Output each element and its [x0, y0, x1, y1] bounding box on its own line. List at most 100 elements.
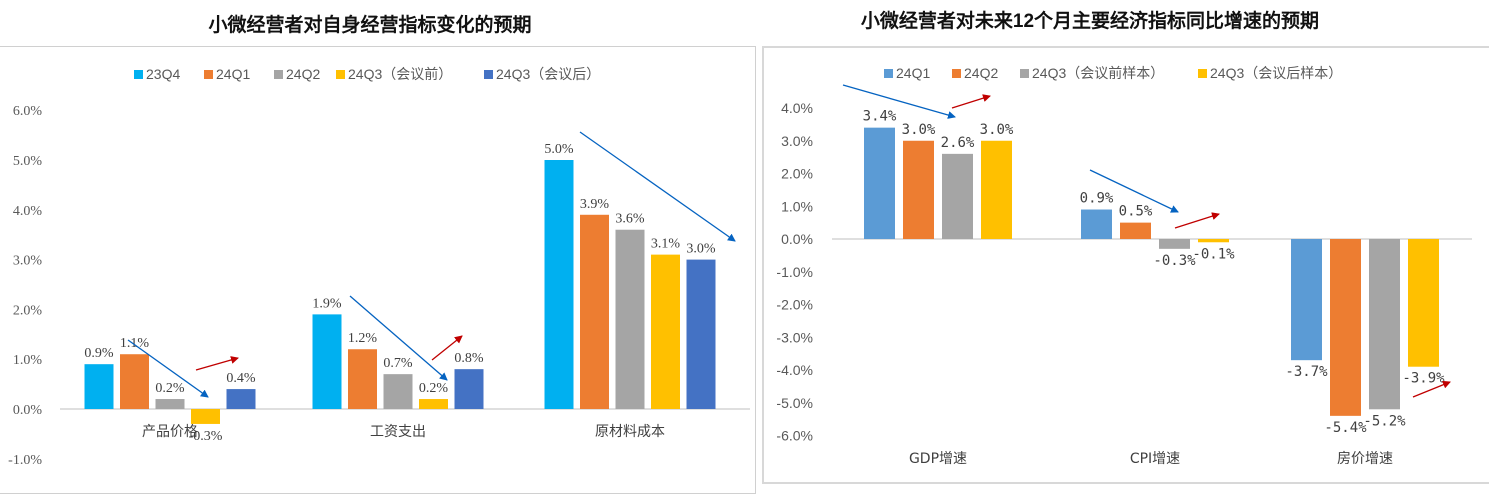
left-chart-title: 小微经营者对自身经营指标变化的预期: [208, 15, 532, 36]
legend-label[interactable]: 24Q1: [896, 65, 930, 81]
bar[interactable]: [348, 349, 377, 409]
x-category-label: 工资支出: [370, 424, 426, 440]
y-tick-label: -5.0%: [776, 395, 813, 411]
bar[interactable]: [1291, 239, 1322, 361]
bar[interactable]: [226, 389, 256, 409]
x-category-label: GDP增速: [909, 451, 967, 467]
y-tick-label: -3.0%: [776, 329, 813, 345]
data-label: 3.1%: [651, 237, 681, 252]
legend-swatch: [884, 69, 893, 78]
bar[interactable]: [864, 127, 895, 239]
y-tick-label: -4.0%: [776, 362, 813, 378]
legend-swatch: [134, 70, 143, 79]
legend-label[interactable]: 24Q3（会议后）: [496, 66, 600, 82]
bar[interactable]: [120, 354, 149, 409]
y-tick-label: -1.0%: [776, 264, 813, 280]
data-label: -3.7%: [1285, 364, 1328, 380]
data-label: -5.2%: [1363, 413, 1406, 429]
bar[interactable]: [1159, 239, 1190, 249]
bar[interactable]: [1198, 239, 1229, 243]
legend-swatch: [1198, 69, 1207, 78]
y-tick-label: 2.0%: [13, 303, 43, 318]
data-label: 1.2%: [348, 331, 378, 346]
y-tick-label: 4.0%: [781, 100, 813, 116]
x-category-label: 原材料成本: [595, 424, 665, 440]
data-label: -3.9%: [1402, 371, 1445, 387]
bar[interactable]: [419, 399, 448, 409]
up-arrow-icon: [1174, 212, 1220, 229]
y-tick-label: 3.0%: [13, 254, 43, 269]
data-label: 2.6%: [941, 135, 975, 151]
bar[interactable]: [1330, 239, 1361, 416]
legend-swatch: [274, 70, 283, 79]
legend-label[interactable]: 24Q3（会议前样本）: [1032, 65, 1164, 81]
bar[interactable]: [942, 153, 973, 239]
legend-label[interactable]: 24Q3（会议后样本）: [1210, 65, 1342, 81]
y-tick-label: 2.0%: [781, 166, 813, 182]
y-tick-label: 6.0%: [13, 104, 43, 119]
y-tick-label: -2.0%: [776, 297, 813, 313]
legend-swatch: [484, 70, 493, 79]
bar[interactable]: [981, 140, 1012, 239]
bar[interactable]: [191, 409, 220, 424]
bar[interactable]: [454, 369, 484, 409]
right-chart-panel: [762, 46, 1489, 484]
y-tick-label: -6.0%: [776, 428, 813, 444]
bar[interactable]: [383, 374, 413, 409]
y-tick-label: 4.0%: [13, 204, 43, 219]
down-arrow-icon: [842, 84, 956, 119]
bar[interactable]: [84, 364, 114, 409]
data-label: 0.2%: [419, 381, 449, 396]
y-tick-label: 0.0%: [13, 403, 43, 418]
trend-arrows: [127, 84, 1451, 398]
bar[interactable]: [1120, 222, 1151, 239]
bar[interactable]: [312, 314, 342, 409]
bar[interactable]: [1081, 209, 1112, 239]
y-tick-label: 1.0%: [781, 198, 813, 214]
bar[interactable]: [903, 140, 934, 239]
x-category-label: 房价增速: [1337, 451, 1393, 467]
legend-label[interactable]: 24Q2: [964, 65, 998, 81]
data-label: -0.1%: [1192, 246, 1235, 262]
right-chart-title: 小微经营者对未来12个月主要经济指标同比增速的预期: [860, 11, 1320, 32]
bar[interactable]: [155, 399, 185, 409]
bar[interactable]: [1408, 239, 1439, 367]
data-label: 0.9%: [84, 346, 114, 361]
bar[interactable]: [544, 160, 574, 409]
bar[interactable]: [580, 214, 609, 409]
data-label: 3.0%: [980, 122, 1014, 138]
up-arrow-icon: [195, 356, 239, 371]
bar[interactable]: [686, 259, 716, 409]
data-label: 0.7%: [383, 356, 413, 371]
bar[interactable]: [651, 254, 680, 409]
data-label: 0.2%: [155, 381, 185, 396]
data-label: 5.0%: [544, 142, 574, 157]
left-chart: 6.0% 5.0% 4.0% 3.0% 2.0% 1.0% 0.0% -1.0% 23Q4 24Q…: [8, 66, 750, 468]
legend-label[interactable]: 24Q3（会议前）: [348, 66, 452, 82]
data-label: -5.4%: [1324, 420, 1367, 436]
right-chart: 4.0% 3.0% 2.0% 1.0% 0.0% -1.0% -2.0% -3.0% -4.0%…: [776, 65, 1472, 467]
data-label: 3.4%: [863, 109, 897, 125]
data-label: 1.9%: [312, 296, 342, 311]
down-arrow-icon: [579, 131, 736, 242]
legend-swatch: [1020, 69, 1029, 78]
data-label: 0.8%: [454, 351, 484, 366]
bar[interactable]: [615, 229, 645, 409]
x-category-label: CPI增速: [1130, 451, 1180, 467]
bar[interactable]: [1369, 239, 1400, 410]
up-arrow-icon: [1412, 380, 1451, 398]
legend-label[interactable]: 24Q1: [216, 66, 250, 82]
data-label: 0.9%: [1080, 191, 1114, 207]
down-arrow-icon: [1089, 169, 1179, 213]
legend-swatch: [336, 70, 345, 79]
data-label: 3.0%: [686, 242, 716, 257]
up-arrow-icon: [431, 335, 463, 361]
up-arrow-icon: [951, 94, 991, 109]
data-label: 3.6%: [615, 212, 645, 227]
legend-label[interactable]: 24Q2: [286, 66, 320, 82]
data-label: 3.9%: [580, 197, 610, 212]
x-category-label: 产品价格: [142, 424, 198, 440]
legend-label[interactable]: 23Q4: [146, 66, 180, 82]
y-tick-label: 3.0%: [781, 133, 813, 149]
